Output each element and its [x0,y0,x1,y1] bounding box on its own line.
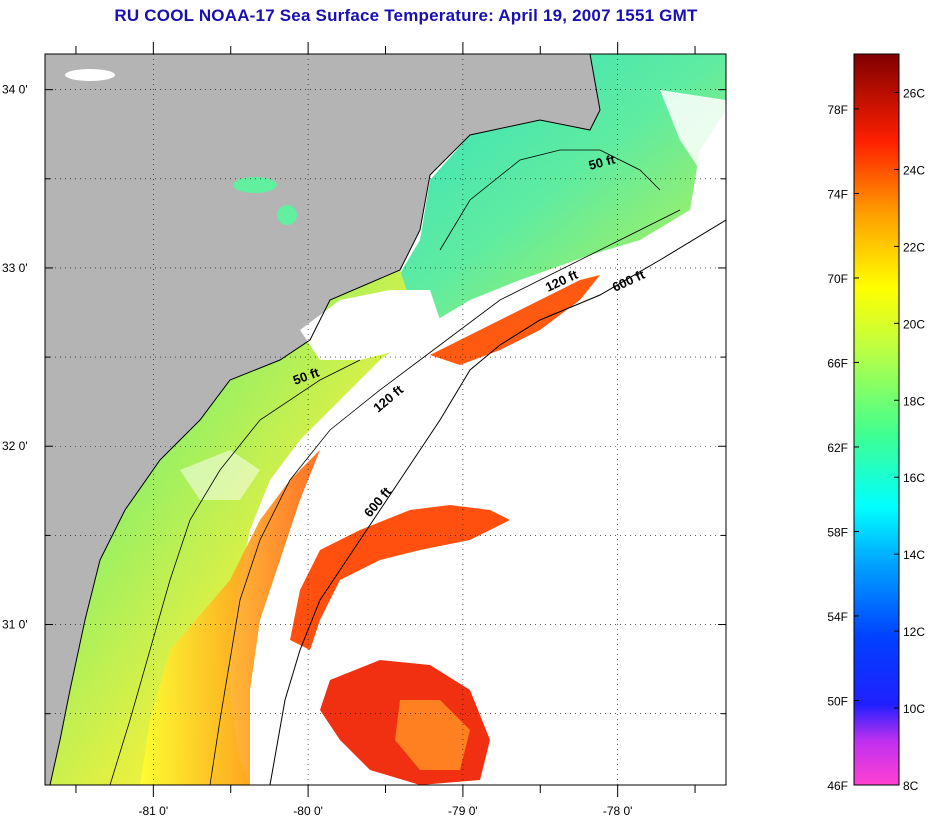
inland-water [277,205,297,225]
lat-tick-label: 31 0' [2,618,28,632]
isobath-600ft [269,219,726,785]
cloud-cover [660,90,726,170]
north-shelf-water [380,54,726,330]
lon-tick-label: -79 0' [448,804,478,817]
lat-tick-label: 33 0' [2,261,28,275]
cloud-cover [180,450,260,500]
inland-water [233,177,277,193]
map-title: RU COOL NOAA-17 Sea Surface Temperature:… [114,6,698,25]
south-shelf-water [50,270,420,785]
coastline [49,54,601,785]
lon-tick-label: -81 0' [139,804,169,817]
lat-tick-label: 32 0' [2,439,28,453]
gulf-stream-patch [395,700,470,770]
lon-tick-label: -78 0' [603,804,633,817]
isobath-120ft [209,209,681,785]
inland-water [65,69,115,81]
isobath-50ft-south [109,359,361,785]
lat-tick-label: 34 0' [2,83,28,97]
warm-shelf [140,450,320,785]
gulf-stream-patch [290,505,510,650]
isobath-50ft-north [439,149,661,251]
lon-tick-label: -80 0' [293,804,323,817]
shelf-break-warm [430,275,600,365]
land-mass [45,54,600,785]
cloud-cover [300,290,440,360]
isobath-label: 50 ft [587,151,617,173]
